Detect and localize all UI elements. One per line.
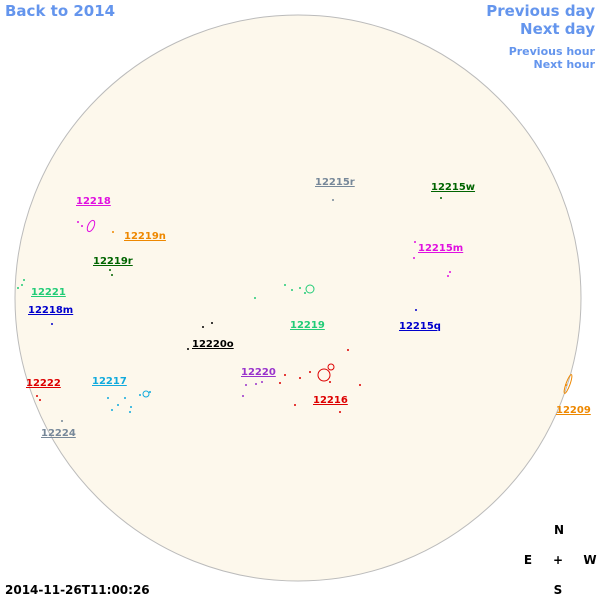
previous-day-link[interactable]: Previous day xyxy=(486,2,595,20)
region-label[interactable]: 12218m xyxy=(28,305,73,316)
sunspots xyxy=(17,197,573,422)
sunspot xyxy=(329,381,331,383)
sunspot xyxy=(21,284,23,286)
previous-hour-link[interactable]: Previous hour xyxy=(508,45,595,58)
sunspot xyxy=(291,289,293,291)
sunspot xyxy=(51,323,53,325)
sunspot xyxy=(211,322,213,324)
compass-east: E xyxy=(524,553,532,567)
sunspot xyxy=(39,399,41,401)
sunspot xyxy=(111,409,113,411)
sunspot xyxy=(415,309,417,311)
sunspot-outline xyxy=(142,390,150,398)
region-label[interactable]: 12219 xyxy=(290,320,325,331)
sunspot xyxy=(299,287,301,289)
region-label[interactable]: 12217 xyxy=(92,376,127,387)
sunspot xyxy=(17,287,19,289)
solar-disk xyxy=(14,14,582,582)
sunspot xyxy=(339,411,341,413)
region-label[interactable]: 12215q xyxy=(399,321,441,332)
sunspot xyxy=(414,241,416,243)
sunspot xyxy=(124,397,126,399)
sunspot-outline xyxy=(305,284,315,294)
sunspot xyxy=(111,274,113,276)
sunspot xyxy=(139,394,141,396)
sunspot xyxy=(130,406,132,408)
sunspot xyxy=(347,349,349,351)
sunspot-outline xyxy=(317,368,331,382)
sunspot xyxy=(187,348,189,350)
sunspot xyxy=(81,225,83,227)
region-label[interactable]: 12216 xyxy=(313,395,348,406)
region-label[interactable]: 12215w xyxy=(431,182,475,193)
compass-north: N xyxy=(554,523,564,537)
region-label[interactable]: 12219r xyxy=(93,256,133,267)
region-label[interactable]: 12221 xyxy=(31,287,66,298)
compass-west: W xyxy=(583,553,596,567)
back-link[interactable]: Back to 2014 xyxy=(5,2,116,20)
sunspot xyxy=(36,395,38,397)
sunspot xyxy=(359,384,361,386)
sunspot xyxy=(294,404,296,406)
sunspot xyxy=(202,326,204,328)
region-label[interactable]: 12222 xyxy=(26,378,61,389)
sunspot xyxy=(112,231,114,233)
region-label[interactable]: 12224 xyxy=(41,428,76,439)
sunspot xyxy=(149,391,151,393)
sunspot xyxy=(61,420,63,422)
sunspot xyxy=(447,275,449,277)
next-day-link[interactable]: Next day xyxy=(520,20,595,38)
sunspot xyxy=(413,257,415,259)
timestamp: 2014-11-26T11:00:26 xyxy=(5,583,150,597)
region-label[interactable]: 12218 xyxy=(76,196,111,207)
sunspot xyxy=(449,271,451,273)
sunspot xyxy=(117,404,119,406)
sunspot xyxy=(255,383,257,385)
sunspot xyxy=(261,381,263,383)
region-label[interactable]: 12220 xyxy=(241,367,276,378)
region-label[interactable]: 12209 xyxy=(556,405,591,416)
sunspot xyxy=(304,292,306,294)
compass-south: S xyxy=(554,583,563,597)
sunspot xyxy=(309,371,311,373)
region-labels: 12215r 12215w 12218 12219n 12215m 12219r 12221… xyxy=(26,177,591,439)
sunspot xyxy=(284,284,286,286)
sunspot xyxy=(254,297,256,299)
next-hour-link[interactable]: Next hour xyxy=(533,58,596,71)
sunspot xyxy=(109,269,111,271)
region-label[interactable]: 12215m xyxy=(418,243,463,254)
sunspot xyxy=(77,221,79,223)
sunspot xyxy=(129,411,131,413)
sunspot xyxy=(440,197,442,199)
sunspot xyxy=(279,382,281,384)
sunspot xyxy=(23,279,25,281)
sunspot xyxy=(107,397,109,399)
region-label[interactable]: 12220o xyxy=(192,339,234,350)
sunspot xyxy=(299,377,301,379)
region-label[interactable]: 12219n xyxy=(124,231,166,242)
sunspot xyxy=(284,374,286,376)
sunspot xyxy=(332,199,334,201)
region-label[interactable]: 12215r xyxy=(315,177,355,188)
sunspot xyxy=(245,384,247,386)
sunspot-outline xyxy=(86,219,96,233)
compass-center: + xyxy=(553,553,563,567)
sunspot-outline xyxy=(563,374,573,394)
sunspot xyxy=(242,395,244,397)
sunspot-outline xyxy=(327,363,335,371)
